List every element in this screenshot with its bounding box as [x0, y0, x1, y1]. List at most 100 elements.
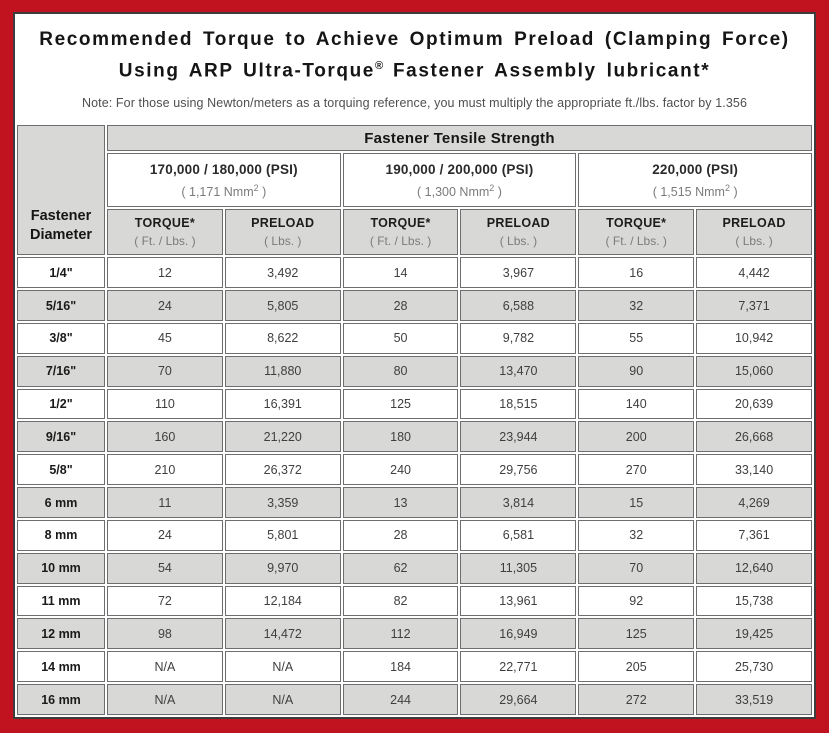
- torque-value-cell: 210: [107, 454, 223, 486]
- preload-value-cell: 3,359: [224, 487, 341, 518]
- table-row: 9/16" 160 21,220 180 23,944 200 26,668: [17, 421, 812, 453]
- fastener-diameter-cell: 16 mm: [17, 684, 105, 715]
- torque-value-cell: 272: [578, 684, 695, 715]
- preload-column-header-3: PRELOAD ( Lbs. ): [696, 209, 812, 256]
- torque-value-cell: 160: [107, 421, 223, 453]
- table-row: 1/4" 12 3,492 14 3,967 16 4,442: [17, 257, 812, 289]
- preload-value-cell: 29,664: [460, 684, 577, 715]
- preload-value-cell: 33,140: [696, 454, 812, 486]
- fastener-diameter-cell: 7/16": [17, 355, 105, 387]
- preload-value-cell: 16,949: [460, 618, 577, 650]
- torque-value-cell: 12: [107, 257, 223, 289]
- table-row: 10 mm 54 9,970 62 11,305 70 12,640: [17, 552, 812, 584]
- torque-value-cell: 13: [342, 487, 459, 518]
- preload-value-cell: 20,639: [696, 388, 812, 420]
- table-row: 7/16" 70 11,880 80 13,470 90 15,060: [17, 355, 812, 387]
- torque-value-cell: 200: [578, 421, 695, 453]
- preload-value-cell: 26,372: [224, 454, 341, 486]
- preload-value-cell: 4,269: [696, 487, 812, 518]
- preload-value-cell: 18,515: [460, 388, 577, 420]
- preload-value-cell: 9,782: [460, 322, 577, 354]
- torque-table-body: 1/4" 12 3,492 14 3,967 16 4,442 5/16" 24 5,805 28 6…: [17, 257, 812, 715]
- preload-value-cell: 29,756: [460, 454, 577, 486]
- nmm-text: ( 1,300 Nmm: [417, 184, 490, 199]
- preload-value-cell: 13,961: [460, 585, 577, 617]
- nmm-text: ( 1,171 Nmm: [181, 184, 254, 199]
- torque-value-cell: 98: [107, 618, 223, 650]
- page-title-line2: Using ARP Ultra-Torque® Fastener Assembl…: [33, 53, 796, 84]
- preload-value-cell: 12,640: [696, 552, 812, 584]
- fastener-diameter-cell: 12 mm: [17, 618, 105, 650]
- preload-value-cell: 25,730: [696, 651, 812, 683]
- fastener-diameter-cell: 6 mm: [17, 487, 105, 518]
- table-row: 5/16" 24 5,805 28 6,588 32 7,371: [17, 290, 812, 321]
- preload-value-cell: 7,371: [696, 290, 812, 321]
- torque-label: TORQUE*: [606, 216, 667, 231]
- table-row: 16 mm N/A N/A 244 29,664 272 33,519: [17, 684, 812, 715]
- table-row: 1/2" 110 16,391 125 18,515 140 20,639: [17, 388, 812, 420]
- torque-value-cell: N/A: [107, 651, 223, 683]
- preload-label: PRELOAD: [251, 216, 315, 231]
- torque-value-cell: 270: [578, 454, 695, 486]
- fastener-diameter-cell: 5/8": [17, 454, 105, 486]
- preload-unit: ( Lbs. ): [735, 234, 773, 249]
- table-row: 12 mm 98 14,472 112 16,949 125 19,425: [17, 618, 812, 650]
- torque-value-cell: 54: [107, 552, 223, 584]
- nmm-text-end: ): [494, 184, 502, 199]
- psi-group-header-1: 170,000 / 180,000 (PSI) ( 1,171 Nmm2 ): [107, 153, 341, 208]
- table-row: 5/8" 210 26,372 240 29,756 270 33,140: [17, 454, 812, 486]
- nmm-label-1: ( 1,171 Nmm2 ): [108, 183, 340, 199]
- registered-trademark-symbol: ®: [374, 60, 384, 72]
- table-row: 14 mm N/A N/A 184 22,771 205 25,730: [17, 651, 812, 683]
- torque-unit: ( Ft. / Lbs. ): [134, 234, 196, 249]
- preload-value-cell: 10,942: [696, 322, 812, 354]
- psi-label-3: 220,000 (PSI): [652, 161, 739, 177]
- preload-unit: ( Lbs. ): [499, 234, 538, 249]
- fastener-diameter-cell: 5/16": [17, 290, 105, 321]
- torque-value-cell: 72: [107, 585, 223, 617]
- torque-value-cell: 16: [578, 257, 695, 289]
- table-row: 11 mm 72 12,184 82 13,961 92 15,738: [17, 585, 812, 617]
- torque-value-cell: 80: [342, 355, 459, 387]
- fastener-diameter-cell: 14 mm: [17, 651, 105, 683]
- torque-value-cell: 82: [342, 585, 459, 617]
- content-panel: Recommended Torque to Achieve Optimum Pr…: [13, 12, 816, 719]
- table-wrap: Fastener Diameter Fastener Tensile Stren…: [15, 123, 814, 717]
- conversion-note: Note: For those using Newton/meters as a…: [81, 96, 747, 111]
- fastener-diameter-cell: 9/16": [17, 421, 105, 453]
- header-row-main: Fastener Diameter Fastener Tensile Stren…: [17, 125, 812, 256]
- table-row: 6 mm 11 3,359 13 3,814 15 4,269: [17, 487, 812, 518]
- nmm-label-2: ( 1,300 Nmm2 ): [344, 183, 576, 199]
- torque-value-cell: 62: [342, 552, 459, 584]
- nmm-text: ( 1,515 Nmm: [652, 184, 725, 199]
- preload-value-cell: 13,470: [460, 355, 577, 387]
- psi-group-header-3: 220,000 (PSI) ( 1,515 Nmm2 ): [578, 153, 812, 208]
- psi-label-1: 170,000 / 180,000 (PSI): [149, 161, 298, 177]
- preload-value-cell: 14,472: [224, 618, 341, 650]
- title-line2-text-end: Fastener Assembly lubricant*: [383, 60, 711, 82]
- torque-value-cell: 240: [342, 454, 459, 486]
- preload-value-cell: 22,771: [460, 651, 577, 683]
- torque-value-cell: 15: [578, 487, 695, 518]
- torque-column-header-2: TORQUE* ( Ft. / Lbs. ): [342, 209, 459, 256]
- torque-value-cell: 184: [342, 651, 459, 683]
- torque-value-cell: 70: [578, 552, 695, 584]
- nmm-label-3: ( 1,515 Nmm2 ): [579, 183, 811, 199]
- preload-value-cell: 15,060: [696, 355, 812, 387]
- torque-value-cell: 205: [578, 651, 695, 683]
- torque-value-cell: 112: [342, 618, 459, 650]
- fastener-diameter-cell: 11 mm: [17, 585, 105, 617]
- torque-value-cell: 55: [578, 322, 695, 354]
- table-row: 3/8" 45 8,622 50 9,782 55 10,942: [17, 322, 812, 354]
- torque-value-cell: 125: [578, 618, 695, 650]
- header-row-units: TORQUE* ( Ft. / Lbs. ) PRELOAD ( Lbs. ) …: [17, 209, 812, 256]
- torque-unit: ( Ft. / Lbs. ): [369, 234, 432, 249]
- torque-column-header-1: TORQUE* ( Ft. / Lbs. ): [107, 209, 223, 256]
- preload-column-header-2: PRELOAD ( Lbs. ): [460, 209, 577, 256]
- preload-value-cell: 9,970: [224, 552, 341, 584]
- fastener-diameter-cell: 1/4": [17, 257, 105, 289]
- header-row-psi: 170,000 / 180,000 (PSI) ( 1,171 Nmm2 ) 1…: [17, 153, 812, 208]
- preload-value-cell: 4,442: [696, 257, 812, 289]
- nmm-superscript: 2: [489, 182, 495, 193]
- torque-value-cell: 70: [107, 355, 223, 387]
